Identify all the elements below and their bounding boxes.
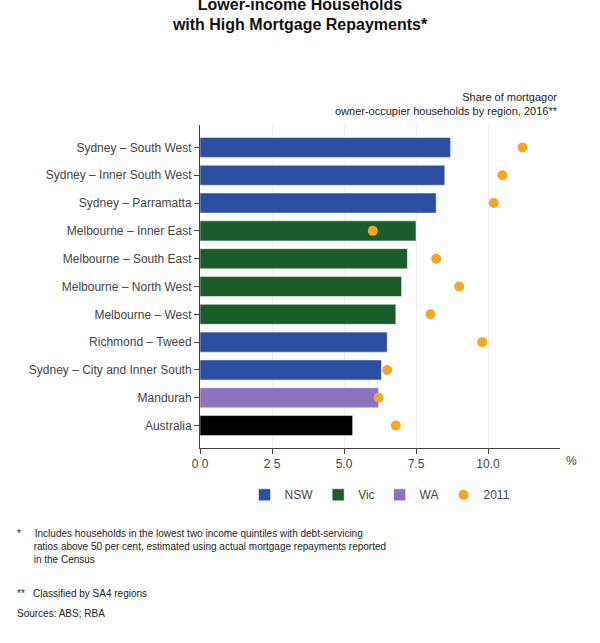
svg-text:5.0: 5.0 — [336, 457, 353, 471]
svg-text:%: % — [566, 454, 577, 468]
svg-text:WA: WA — [420, 488, 439, 502]
svg-text:Richmond – Tweed: Richmond – Tweed — [89, 335, 192, 349]
svg-text:Australia: Australia — [145, 419, 192, 433]
svg-text:2 5: 2 5 — [264, 457, 281, 471]
svg-text:Sources: ABS; RBA: Sources: ABS; RBA — [17, 608, 105, 619]
svg-text:Sydney – City and Inner South: Sydney – City and Inner South — [29, 363, 192, 377]
svg-text:10.0: 10.0 — [476, 457, 500, 471]
svg-text:Vic: Vic — [358, 488, 374, 502]
svg-text:Share of mortgagorowner-occupi: Share of mortgagorowner-occupier househo… — [335, 91, 558, 117]
svg-text:Melbourne – West: Melbourne – West — [94, 308, 192, 322]
svg-text:Melbourne – South East: Melbourne – South East — [63, 252, 192, 266]
svg-text:Mandurah: Mandurah — [138, 391, 192, 405]
svg-text:Melbourne – North West: Melbourne – North West — [62, 280, 193, 294]
svg-text:2011: 2011 — [484, 488, 510, 502]
svg-text:** Classified by SA4 regions: ** Classified by SA4 regions — [17, 588, 147, 599]
svg-text:0 0: 0 0 — [192, 457, 209, 471]
svg-text:NSW: NSW — [285, 488, 314, 502]
svg-text:7.5: 7.5 — [408, 457, 425, 471]
svg-text:Melbourne – Inner East: Melbourne – Inner East — [67, 224, 192, 238]
svg-text:Sydney – Inner South West: Sydney – Inner South West — [46, 168, 193, 182]
svg-text:* Includes households in t: * Includes households in the lowest two … — [17, 528, 386, 565]
svg-text:Lower-income Householdswith Hi: Lower-income Householdswith High Mortgag… — [172, 0, 428, 33]
svg-text:Sydney – Parramatta: Sydney – Parramatta — [79, 196, 192, 210]
svg-text:Sydney – South West: Sydney – South West — [76, 141, 192, 155]
